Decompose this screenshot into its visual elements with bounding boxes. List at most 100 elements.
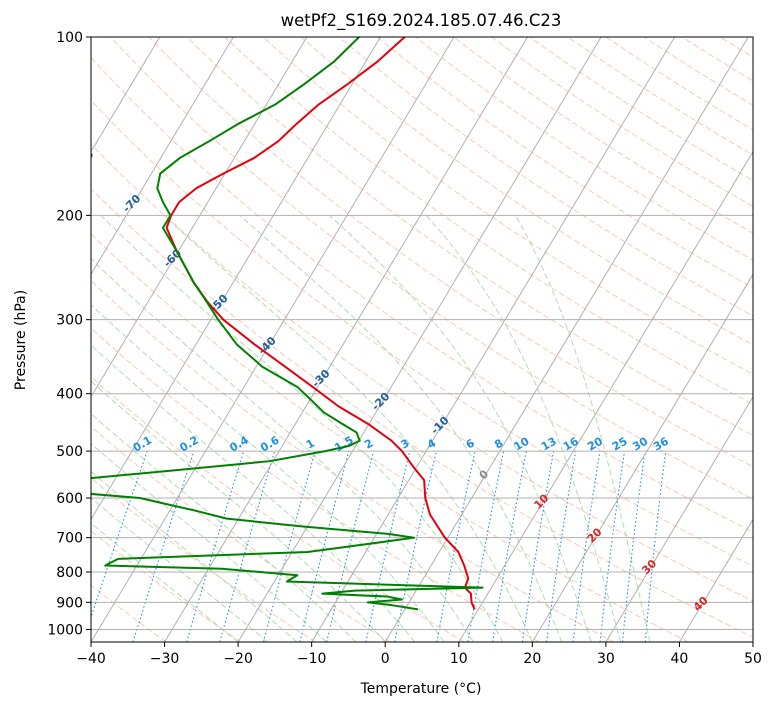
dry-adiabat bbox=[377, 37, 753, 289]
isotherm-label: -80 bbox=[73, 148, 96, 171]
axes: −40 −30 −20 −10 0 10 20 30 40 50 100 200 300 400 500 60… bbox=[47, 30, 762, 667]
dry-adiabat bbox=[91, 143, 753, 602]
mixing-ratio-line bbox=[365, 450, 411, 642]
isotherm-line bbox=[458, 150, 753, 642]
dry-adiabat bbox=[643, 37, 753, 106]
y-tick-label: 400 bbox=[56, 387, 83, 403]
dry-adiabat bbox=[681, 37, 753, 82]
moist-adiabat bbox=[514, 215, 651, 642]
moist-adiabat bbox=[425, 215, 622, 642]
isotherm-label: 40 bbox=[691, 594, 711, 614]
isotherm-label: -10 bbox=[428, 414, 451, 437]
dry-adiabat bbox=[91, 233, 689, 642]
mixing-ratio-label: 6 bbox=[464, 436, 477, 451]
dry-adiabat bbox=[91, 188, 753, 638]
y-tick-label: 700 bbox=[56, 531, 83, 547]
dry-adiabat bbox=[91, 327, 540, 642]
isotherm-line bbox=[531, 273, 753, 642]
isotherm-label: 30 bbox=[639, 557, 659, 577]
dry-adiabat bbox=[453, 37, 753, 234]
x-tick-label: −30 bbox=[150, 651, 180, 667]
dry-adiabat bbox=[224, 37, 753, 405]
x-tick-label: −40 bbox=[76, 651, 106, 667]
y-tick-label: 200 bbox=[56, 208, 83, 224]
moist-adiabat bbox=[91, 442, 327, 642]
dry-adiabat bbox=[91, 477, 316, 642]
y-tick-label: 500 bbox=[56, 444, 83, 460]
dry-adiabat bbox=[91, 99, 753, 567]
x-tick-label: 10 bbox=[450, 651, 468, 667]
mixing-ratio-line bbox=[572, 451, 601, 642]
isotherm-line bbox=[605, 395, 753, 642]
dry-adiabat bbox=[186, 37, 753, 436]
x-tick-label: −20 bbox=[223, 651, 253, 667]
moist-adiabat bbox=[239, 214, 563, 642]
x-tick-label: 50 bbox=[744, 651, 762, 667]
mixing-ratio-label: 1 bbox=[304, 437, 317, 452]
moist-adiabat bbox=[163, 214, 533, 642]
isotherm-line bbox=[91, 37, 381, 521]
isotherm-line bbox=[91, 37, 308, 398]
mixing-ratio-label: 2 bbox=[362, 437, 375, 452]
x-tick-label: −10 bbox=[297, 651, 327, 667]
isotherm-line bbox=[91, 37, 455, 642]
mixing-ratio-line bbox=[299, 450, 350, 642]
y-tick-label: 600 bbox=[56, 491, 83, 507]
mixing-ratio-line bbox=[132, 450, 195, 642]
plot-frame bbox=[90, 36, 754, 643]
mixing-ratio-line bbox=[546, 451, 577, 642]
isotherm-line bbox=[0, 37, 13, 642]
moist-adiabat bbox=[329, 214, 592, 642]
isotherm-label: 10 bbox=[531, 491, 551, 511]
isotherm-line bbox=[752, 641, 753, 642]
isotherm-label: -100 bbox=[0, 60, 3, 89]
dry-adiabat bbox=[338, 37, 753, 317]
mixing-ratio-line bbox=[326, 450, 375, 642]
mixing-ratio-line bbox=[644, 451, 667, 642]
mixing-ratio-line bbox=[219, 450, 276, 642]
moist-adiabat bbox=[91, 413, 357, 642]
dry-adiabat bbox=[567, 37, 753, 156]
mixing-ratio-line bbox=[622, 451, 646, 642]
dry-adiabat bbox=[491, 37, 753, 208]
chart-title: wetPf2_S169.2024.185.07.46.C23 bbox=[281, 11, 562, 31]
isotherm-line bbox=[91, 37, 234, 276]
moist-adiabat bbox=[91, 258, 474, 642]
y-axis-title: Pressure (hPa) bbox=[13, 290, 29, 390]
moist-adiabat bbox=[91, 522, 239, 642]
isotherm-label: 20 bbox=[585, 525, 605, 545]
dry-adiabat bbox=[110, 37, 753, 500]
dry-adiabat bbox=[262, 37, 753, 375]
dry-adiabat bbox=[91, 530, 242, 642]
dry-adiabat bbox=[148, 37, 753, 468]
moist-adiabat bbox=[91, 470, 298, 642]
dry-adiabat bbox=[719, 37, 753, 58]
y-tick-label: 800 bbox=[56, 565, 83, 581]
isotherm-label: -90 bbox=[26, 104, 49, 127]
isotherm-line bbox=[384, 37, 749, 642]
dry-adiabat bbox=[605, 37, 753, 131]
x-axis-title: Temperature (°C) bbox=[360, 681, 482, 697]
x-tick-label: 30 bbox=[597, 651, 615, 667]
background-guides bbox=[0, 37, 775, 642]
isotherm-line bbox=[311, 37, 676, 642]
moist-adiabat bbox=[91, 304, 445, 642]
y-tick-label: 1000 bbox=[47, 622, 83, 638]
moist-adiabat bbox=[91, 497, 268, 642]
x-tick-label: 40 bbox=[671, 651, 689, 667]
mixing-ratio-line bbox=[599, 451, 626, 642]
temperature-trace bbox=[165, 37, 476, 610]
isotherm-line bbox=[91, 37, 161, 153]
dry-adiabat bbox=[758, 37, 775, 642]
x-tick-label: 0 bbox=[381, 651, 390, 667]
mixing-ratio-line bbox=[521, 451, 555, 642]
isotherm-line bbox=[164, 37, 528, 642]
mixing-ratio-line bbox=[186, 450, 245, 642]
y-tick-label: 300 bbox=[56, 313, 83, 329]
isotherm-label: -70 bbox=[120, 192, 143, 215]
dry-adiabat bbox=[91, 56, 753, 533]
profile-traces bbox=[91, 37, 484, 611]
y-tick-label: 900 bbox=[56, 595, 83, 611]
y-tick-label: 100 bbox=[56, 30, 83, 46]
